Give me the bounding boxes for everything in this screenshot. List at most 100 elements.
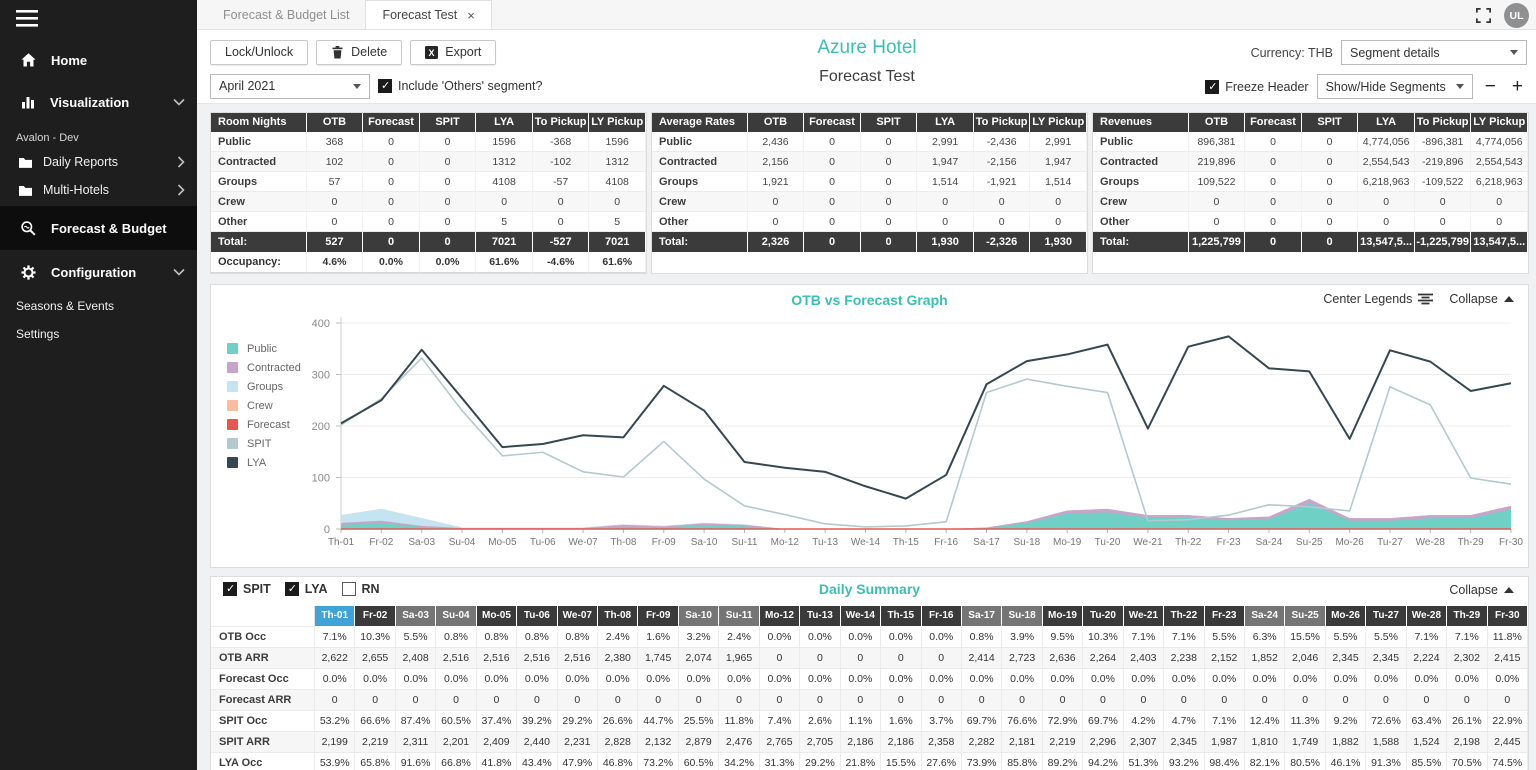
fullscreen-icon[interactable]: [1475, 7, 1492, 24]
legend-item-groups[interactable]: Groups: [227, 377, 301, 396]
daily-cell-value: 2,622: [315, 648, 356, 669]
daily-cell-value: 2,445: [1487, 732, 1528, 753]
daily-cell-value: 0.0%: [881, 627, 922, 648]
day-header-Su-25[interactable]: Su-25: [1285, 606, 1326, 626]
daily-cell-value: 0: [840, 690, 882, 711]
cell-value: 4108: [589, 172, 646, 192]
column-header: OTB: [747, 113, 805, 132]
tab-1[interactable]: Forecast Test ×: [365, 0, 492, 29]
checkbox-icon[interactable]: [341, 582, 356, 596]
segment-details-select[interactable]: Segment details: [1341, 40, 1527, 65]
hamburger-menu-icon[interactable]: [0, 0, 197, 38]
day-header-Tu-27[interactable]: Tu-27: [1366, 606, 1407, 626]
sidebar-item-configuration[interactable]: Configuration: [0, 252, 197, 292]
day-header-Sa-24[interactable]: Sa-24: [1244, 606, 1286, 626]
day-header-We-28[interactable]: We-28: [1406, 606, 1448, 626]
day-header-Su-11[interactable]: Su-11: [719, 606, 760, 626]
daily-checkbox-rn[interactable]: RN: [341, 582, 380, 596]
day-header-Su-04[interactable]: Su-04: [436, 606, 477, 626]
sidebar-item-multi-hotels[interactable]: Multi-Hotels: [0, 176, 197, 204]
column-header: To Pickup: [973, 113, 1031, 132]
daily-cell-value: 2,219: [355, 732, 396, 753]
user-avatar[interactable]: UL: [1504, 3, 1529, 28]
day-header-Sa-17[interactable]: Sa-17: [961, 606, 1003, 626]
daily-checkbox-lya[interactable]: LYA: [284, 582, 328, 596]
daily-cell-value: 0: [315, 690, 356, 711]
month-select[interactable]: April 2021: [210, 73, 370, 99]
daily-cell-value: 6.3%: [1244, 627, 1286, 648]
svg-text:Fr-09: Fr-09: [652, 537, 676, 548]
day-header-Fr-30[interactable]: Fr-30: [1487, 606, 1528, 626]
day-header-Th-29[interactable]: Th-29: [1447, 606, 1488, 626]
daily-row-label: SPIT ARR: [211, 732, 315, 753]
day-header-We-14[interactable]: We-14: [840, 606, 882, 626]
daily-cell-value: 2,345: [1325, 648, 1367, 669]
legend-item-forecast[interactable]: Forecast: [227, 415, 301, 434]
daily-cell-value: 0: [517, 690, 558, 711]
sidebar-item-seasons-events[interactable]: Seasons & Events: [0, 292, 197, 320]
day-header-Su-18[interactable]: Su-18: [1002, 606, 1043, 626]
total-value: 13,547,5...: [1358, 232, 1415, 252]
cell-value: -2,436: [973, 132, 1031, 152]
daily-cell-value: 0: [1244, 690, 1286, 711]
cell-value: 0: [363, 132, 420, 152]
day-header-We-21[interactable]: We-21: [1123, 606, 1165, 626]
legend-item-public[interactable]: Public: [227, 339, 301, 358]
total-value: -2,326: [973, 232, 1031, 252]
legend-item-contracted[interactable]: Contracted: [227, 358, 301, 377]
day-header-Th-08[interactable]: Th-08: [598, 606, 639, 626]
day-header-Tu-06[interactable]: Tu-06: [517, 606, 558, 626]
column-header: LYA: [476, 113, 533, 132]
legend-item-lya[interactable]: LYA: [227, 453, 301, 472]
day-header-Tu-20[interactable]: Tu-20: [1083, 606, 1124, 626]
day-header-Fr-16[interactable]: Fr-16: [921, 606, 962, 626]
export-button[interactable]: X Export: [410, 39, 497, 65]
day-header-Tu-13[interactable]: Tu-13: [800, 606, 841, 626]
checkbox-icon[interactable]: [378, 79, 392, 93]
lock-unlock-button[interactable]: Lock/Unlock: [210, 39, 309, 65]
day-header-Fr-23[interactable]: Fr-23: [1204, 606, 1245, 626]
sidebar-item-daily-reports[interactable]: Daily Reports: [0, 148, 197, 176]
checkbox-icon[interactable]: [1205, 79, 1220, 94]
svg-text:Tu-06: Tu-06: [530, 537, 556, 548]
sidebar-item-settings[interactable]: Settings: [0, 320, 197, 348]
freeze-header-checkbox[interactable]: Freeze Header: [1205, 79, 1309, 94]
day-header-Mo-19[interactable]: Mo-19: [1042, 606, 1084, 626]
day-header-Sa-10[interactable]: Sa-10: [678, 606, 720, 626]
day-header-Mo-26[interactable]: Mo-26: [1325, 606, 1367, 626]
cell-value: 0: [1245, 172, 1302, 192]
day-header-We-07[interactable]: We-07: [557, 606, 599, 626]
daily-cell-value: 0.0%: [1164, 669, 1205, 690]
zoom-out-button[interactable]: −: [1481, 76, 1500, 98]
day-header-Fr-02[interactable]: Fr-02: [355, 606, 396, 626]
checkbox-icon[interactable]: [223, 582, 237, 596]
daily-collapse-button[interactable]: Collapse: [1449, 583, 1514, 597]
daily-checkbox-spit[interactable]: SPIT: [223, 582, 271, 596]
day-header-Sa-03[interactable]: Sa-03: [395, 606, 437, 626]
show-hide-segments-select[interactable]: Show/Hide Segments: [1316, 74, 1473, 99]
sidebar-item-visualization[interactable]: Visualization: [0, 82, 197, 122]
day-header-Mo-12[interactable]: Mo-12: [759, 606, 801, 626]
day-header-Mo-05[interactable]: Mo-05: [476, 606, 518, 626]
day-header-Th-22[interactable]: Th-22: [1164, 606, 1205, 626]
close-icon[interactable]: ×: [467, 7, 475, 23]
center-legends-button[interactable]: Center Legends: [1323, 292, 1434, 306]
legend-item-spit[interactable]: SPIT: [227, 434, 301, 453]
day-header-Fr-09[interactable]: Fr-09: [638, 606, 679, 626]
sidebar-item-home[interactable]: Home: [0, 40, 197, 80]
day-header-Th-15[interactable]: Th-15: [881, 606, 922, 626]
cell-value: 0: [1301, 172, 1359, 192]
day-header-Th-01[interactable]: Th-01: [315, 606, 356, 626]
checkbox-icon[interactable]: [284, 582, 299, 596]
tab-0[interactable]: Forecast & Budget List: [207, 0, 365, 29]
legend-item-crew[interactable]: Crew: [227, 396, 301, 415]
delete-button[interactable]: Delete: [316, 39, 403, 65]
include-others-checkbox[interactable]: Include 'Others' segment?: [378, 79, 542, 93]
daily-cell-value: 91.6%: [396, 753, 437, 770]
zoom-in-button[interactable]: +: [1508, 76, 1527, 98]
chart-title: OTB vs Forecast Graph: [791, 292, 948, 308]
total-label: Total:: [652, 232, 748, 252]
svg-text:Su-25: Su-25: [1296, 537, 1323, 548]
sidebar-item-forecast-budget[interactable]: Forecast & Budget: [0, 206, 197, 250]
chart-collapse-button[interactable]: Collapse: [1449, 292, 1514, 306]
